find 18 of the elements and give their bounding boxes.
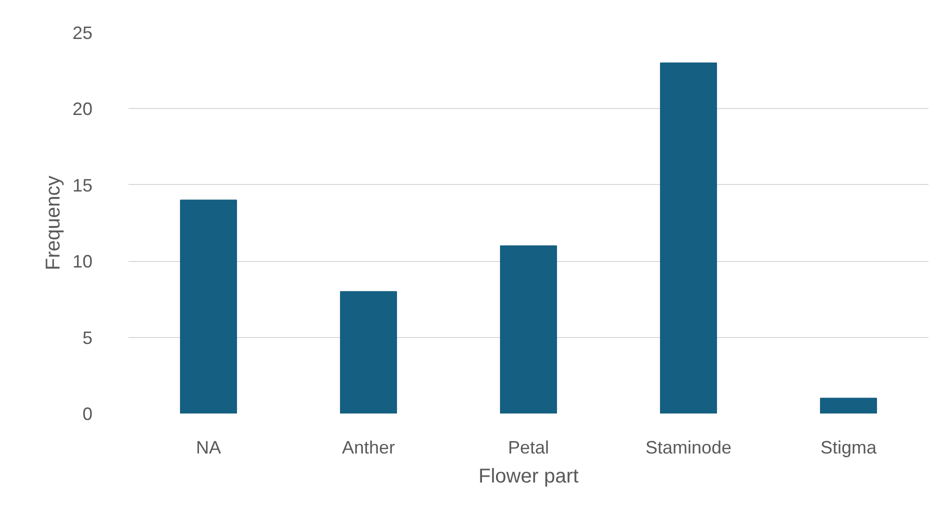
bar (340, 291, 397, 414)
y-axis-title: Frequency (42, 176, 64, 270)
bar (820, 398, 877, 414)
x-tick-label: Anther (342, 438, 396, 458)
y-tick-label: 5 (82, 328, 93, 348)
bar (500, 245, 557, 414)
bar (180, 200, 237, 414)
x-tick-label: Stigma (820, 438, 878, 458)
x-tick-label: NA (196, 438, 222, 458)
y-tick-label: 20 (72, 99, 93, 120)
y-tick-label: 10 (72, 252, 93, 272)
y-tick-label: 0 (82, 404, 93, 424)
x-axis-title: Flower part (478, 466, 579, 488)
y-tick-label: 25 (72, 23, 93, 43)
x-tick-label: Petal (508, 438, 550, 458)
x-tick-label: Staminode (645, 438, 732, 458)
y-tick-label: 15 (72, 175, 93, 196)
bar (660, 62, 717, 414)
